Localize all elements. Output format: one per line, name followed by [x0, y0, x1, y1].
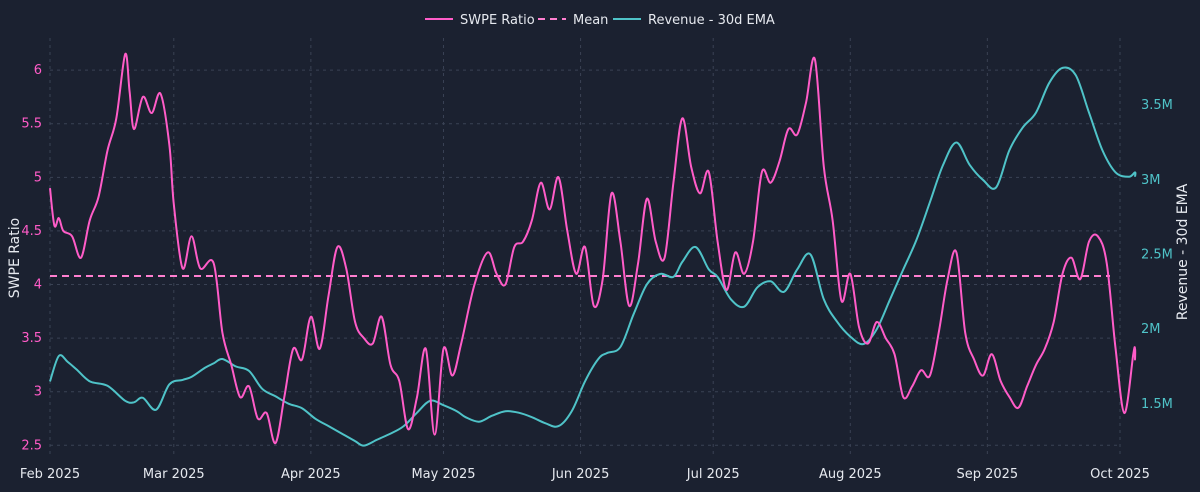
right-tick-label: 2M	[1141, 322, 1161, 337]
x-tick-label: Jul 2025	[686, 467, 740, 482]
x-tick-label: Apr 2025	[281, 467, 341, 482]
x-tick-label: Oct 2025	[1090, 467, 1150, 482]
x-tick-label: Aug 2025	[819, 467, 882, 482]
left-tick-label: 5.5	[21, 117, 42, 132]
left-tick-label: 3	[34, 385, 42, 400]
revenue-series	[49, 66, 1137, 447]
right-tick-label: 2.5M	[1141, 247, 1173, 262]
left-tick-label: 3.5	[21, 331, 42, 346]
legend: SWPE Ratio Mean Revenue - 30d EMA	[425, 13, 775, 28]
x-tick-label: Sep 2025	[956, 467, 1018, 482]
left-tick-label: 5	[34, 170, 42, 185]
x-tick-label: May 2025	[411, 467, 475, 482]
grid-lines	[49, 38, 1121, 456]
revenue-ema-line	[49, 66, 1137, 447]
legend-label-swpe: SWPE Ratio	[460, 13, 535, 28]
left-tick-label: 2.5	[21, 438, 42, 453]
left-axis-title: SWPE Ratio	[7, 218, 23, 298]
right-axis-ticks: 1.5M 2M 2.5M 3M 3.5M	[1141, 98, 1173, 412]
x-tick-label: Mar 2025	[143, 467, 205, 482]
right-tick-label: 1.5M	[1141, 397, 1173, 412]
left-tick-label: 6	[34, 63, 42, 78]
legend-label-revenue: Revenue - 30d EMA	[648, 13, 775, 28]
legend-label-mean: Mean	[573, 13, 608, 28]
left-axis-ticks: 2.5 3 3.5 4 4.5 5 5.5 6	[21, 63, 42, 453]
swpe-series	[49, 52, 1137, 445]
x-axis-ticks: Feb 2025 Mar 2025 Apr 2025 May 2025 Jun 2025…	[20, 467, 1150, 482]
left-tick-label: 4.5	[21, 224, 42, 239]
x-tick-label: Feb 2025	[20, 467, 80, 482]
x-tick-label: Jun 2025	[551, 467, 610, 482]
right-tick-label: 3M	[1141, 173, 1161, 188]
swpe-ratio-line	[49, 52, 1137, 445]
right-tick-label: 3.5M	[1141, 98, 1173, 113]
left-tick-label: 4	[34, 278, 42, 293]
right-axis-title: Revenue - 30d EMA	[1175, 183, 1191, 320]
